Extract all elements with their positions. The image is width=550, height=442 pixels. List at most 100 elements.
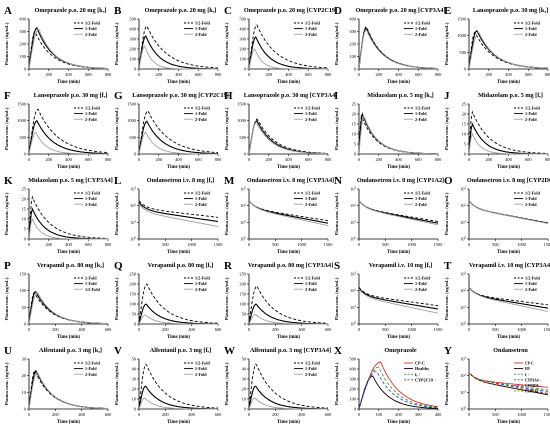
- panel-letter: I: [334, 90, 338, 102]
- legend-label: HV: [525, 367, 531, 371]
- panel-title: Alfentanil p.o. 3 mg [kₐ]: [39, 347, 102, 354]
- x-tick-label: 500: [162, 242, 169, 247]
- y-tick-label: 100: [350, 236, 356, 242]
- x-tick-label: 600: [105, 327, 112, 332]
- x-tick-label: 0: [28, 242, 31, 247]
- y-tick-label: 20: [132, 387, 137, 392]
- x-tick-label: 0: [358, 72, 361, 77]
- series-line: [28, 217, 108, 240]
- legend-label: 1/2-Fold: [195, 191, 211, 196]
- y-tick-label: 15: [462, 122, 467, 127]
- x-tick-label: 800: [435, 72, 442, 77]
- panel-p: P Verapamil p.o. 80 mg [kₐ] Plasma conc. (…: [4, 260, 112, 340]
- legend-label: 2-Fold: [195, 372, 207, 377]
- series-line: [248, 24, 328, 70]
- series-line: [28, 371, 109, 410]
- y-tick-label: 15: [352, 122, 357, 127]
- x-axis-label: Time (min): [497, 250, 520, 255]
- x-tick-label: 1500: [214, 242, 224, 247]
- y-tick-label: 0: [24, 67, 27, 72]
- y-tick-label: 100: [239, 57, 246, 62]
- x-tick-label: 1500: [324, 242, 334, 247]
- x-tick-label: 0: [28, 412, 31, 417]
- x-tick-label: 0: [468, 327, 471, 332]
- y-tick-label: 30: [22, 357, 27, 362]
- legend-label: 2-Fold: [305, 287, 317, 292]
- y-tick-label: 200: [19, 42, 26, 47]
- legend-label: 2-Fold: [305, 372, 317, 377]
- y-tick-label: 5: [464, 142, 467, 147]
- legend-label: CYP2C19 ↓: [415, 377, 436, 382]
- panel-title: Lansoprazole p.o. 30 mg [CYP3A4]: [244, 92, 338, 99]
- x-tick-label: 600: [525, 157, 532, 162]
- panel-title: Midazolam p.o. 5 mg [CYP3A4]: [28, 177, 113, 184]
- legend-label: 2-Fold: [195, 117, 207, 122]
- y-tick-label: 0: [354, 407, 357, 412]
- x-tick-label: 1000: [297, 242, 307, 247]
- panel-letter: A: [4, 5, 12, 17]
- series-line: [248, 121, 328, 155]
- panel-title: Verapamil p.o. 80 mg [CYP3A4]: [248, 262, 333, 269]
- x-axis-label: Time (min): [277, 165, 300, 170]
- x-tick-label: 1500: [544, 327, 550, 332]
- legend-label: 1/2-Fold: [525, 276, 541, 281]
- x-tick-label: 600: [305, 72, 312, 77]
- y-axis-label: Plasma conc. (ng/mL): [444, 192, 449, 235]
- x-axis-label: Time (min): [497, 80, 520, 85]
- legend-label: 1-Fold: [195, 366, 207, 371]
- panel-title: Ondansetron i.v. 8 mg [CYP2D6]: [467, 177, 550, 184]
- x-tick-label: 0: [358, 412, 361, 417]
- legend-label: 1/2-Fold: [85, 21, 101, 26]
- x-tick-label: 400: [65, 157, 72, 162]
- x-tick-label: 1500: [434, 242, 444, 247]
- panel-letter: S: [334, 260, 340, 272]
- x-axis-label: Time (min): [167, 420, 190, 425]
- x-tick-label: 0: [358, 327, 361, 332]
- x-tick-label: 600: [415, 157, 422, 162]
- series-line: [468, 372, 549, 394]
- x-tick-label: 400: [188, 412, 195, 417]
- panel-title: Verapamil p.o. 80 mg [kₐ]: [37, 262, 104, 269]
- y-tick-label: 500: [459, 50, 466, 55]
- y-tick-label: 400: [19, 17, 26, 22]
- y-tick-label: 0: [134, 152, 137, 157]
- panel-o: O Ondansetron i.v. 8 mg [CYP2D6] Plasma co…: [444, 175, 550, 255]
- series-line: [138, 283, 218, 325]
- legend-label: 2-Fold: [525, 32, 537, 37]
- panel-title: Lansoprazole p.o. 30 mg [kₐ]: [473, 7, 548, 14]
- x-tick-label: 200: [375, 72, 382, 77]
- legend-label: 1/2-Fold: [415, 21, 431, 26]
- y-axis-label: Plasma conc. (ng/mL): [224, 107, 229, 150]
- x-tick-label: 200: [52, 412, 59, 417]
- y-tick-label: 102: [460, 202, 466, 208]
- y-axis-label: Plasma conc. (ng/mL): [334, 22, 339, 65]
- series-line: [358, 375, 438, 410]
- y-tick-label: 103: [240, 186, 246, 192]
- y-axis-label: Plasma conc. (ng/mL): [4, 107, 9, 150]
- series-line: [248, 397, 328, 410]
- panel-letter: V: [114, 345, 122, 357]
- x-axis-label: Time (min): [497, 420, 520, 425]
- y-tick-label: 0: [24, 152, 27, 157]
- legend-label: 1-Fold: [195, 26, 207, 31]
- legend-label: 1-Fold: [85, 366, 97, 371]
- y-tick-label: 200: [239, 47, 246, 52]
- panel-title: Alfentanil p.o. 3 mg [fₑ]: [150, 347, 211, 354]
- x-tick-label: 0: [358, 242, 361, 247]
- y-tick-label: 40: [132, 367, 137, 372]
- series-line: [138, 120, 218, 155]
- x-tick-label: 200: [375, 157, 382, 162]
- panel-letter: T: [444, 260, 452, 272]
- legend-label: 1-Fold: [415, 111, 427, 116]
- legend-label: 1-Fold: [415, 281, 427, 286]
- x-tick-label: 400: [298, 327, 305, 332]
- x-tick-label: 500: [382, 242, 389, 247]
- x-axis-label: Time (min): [167, 335, 190, 340]
- x-tick-label: 300: [415, 412, 422, 417]
- y-tick-label: 102: [350, 202, 356, 208]
- y-tick-label: 200: [239, 282, 246, 287]
- series-line: [468, 32, 549, 70]
- x-tick-label: 500: [272, 242, 279, 247]
- x-tick-label: 0: [468, 157, 471, 162]
